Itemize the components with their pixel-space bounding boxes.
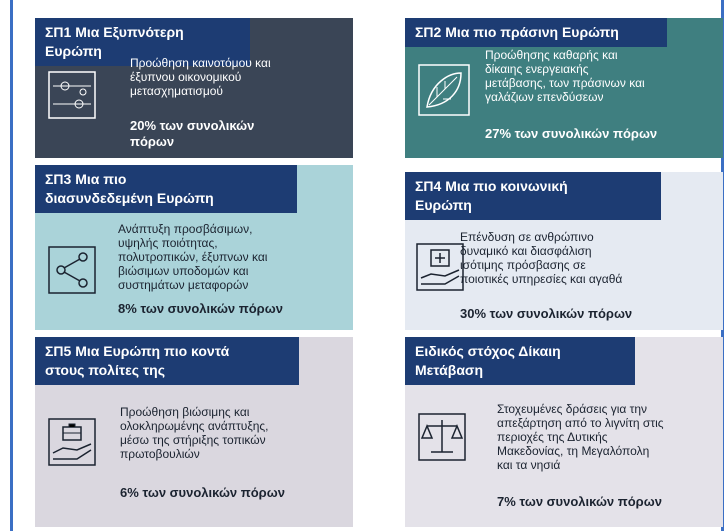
- description-line: ολοκληρωμένης ανάπτυξης,: [120, 419, 269, 433]
- share-line: 6% των συνολικών πόρων: [120, 485, 285, 500]
- description-line: ποιοτικές υπηρεσίες και αγαθά: [460, 272, 623, 286]
- icon: [416, 243, 464, 291]
- card-title: ΣΠ3 Μια πιο διασυνδεδεμένη Ευρώπη: [35, 165, 297, 213]
- title-line: ΣΠ4 Μια πιο κοινωνική: [415, 178, 568, 194]
- share: 6% των συνολικών πόρων: [120, 485, 285, 501]
- description-line: Προώθηση καινοτόμου και: [130, 56, 271, 70]
- description-line: συστημάτων μεταφορών: [118, 278, 249, 292]
- description-line: βιώσιμων υποδομών και: [118, 264, 249, 278]
- card: ΣΠ4 Μια πιο κοινωνική Ευρώπη Επένδυση σε α…: [405, 172, 723, 330]
- description-line: πρωτοβουλιών: [120, 447, 200, 461]
- card-title: Ειδικός στόχος Δίκαιη Μετάβαση: [405, 337, 635, 385]
- title-line: ΣΠ3 Μια πιο: [45, 171, 127, 187]
- description-line: υψηλής ποιότητας,: [118, 236, 218, 250]
- title-line: ΣΠ2 Μια πιο πράσινη Ευρώπη: [415, 24, 619, 40]
- share: 20% των συνολικών πόρων: [130, 118, 254, 150]
- share-line: 27% των συνολικών πόρων: [485, 126, 658, 141]
- description-line: έξυπνου οικονομικού: [130, 70, 242, 84]
- description-line: ισότιμης πρόσβασης σε: [460, 258, 586, 272]
- share-line: πόρων: [130, 134, 175, 149]
- description-line: γαλάζιων επενδύσεων: [485, 90, 604, 104]
- description-line: μετασχηματισμού: [130, 84, 223, 98]
- description-line: απεξάρτηση από το λιγνίτη στις: [497, 416, 664, 430]
- card: ΣΠ1 Μια Εξυπνότερη Ευρώπη Προώθηση καινοτ…: [35, 18, 353, 158]
- description-line: περιοχές της Δυτικής: [497, 430, 608, 444]
- description-line: Επένδυση σε ανθρώπινο: [460, 230, 594, 244]
- description: Επένδυση σε ανθρώπινο δυναμικό και διασφά…: [460, 230, 622, 286]
- share-line: 8% των συνολικών πόρων: [118, 301, 283, 316]
- share: 7% των συνολικών πόρων: [497, 494, 662, 510]
- icon: [48, 246, 96, 294]
- card: Ειδικός στόχος Δίκαιη Μετάβαση Στοχευμένες…: [405, 337, 723, 527]
- description-line: Προώθηση βιώσιμης και: [120, 405, 250, 419]
- description: Στοχευμένες δράσεις για την απεξάρτηση απ…: [497, 402, 664, 472]
- title-line: Μετάβαση: [415, 362, 484, 378]
- icon: [48, 418, 96, 466]
- share-line: 20% των συνολικών: [130, 118, 255, 133]
- description-line: μετάβασης, των πράσινων και: [485, 76, 645, 90]
- share: 8% των συνολικών πόρων: [118, 301, 283, 317]
- share-line: 30% των συνολικών πόρων: [460, 306, 633, 321]
- border: [10, 0, 13, 531]
- share: 27% των συνολικών πόρων: [485, 126, 657, 142]
- description: Προώθηση καινοτόμου και έξυπνου οικονομικ…: [130, 56, 271, 98]
- card: ΣΠ2 Μια πιο πράσινη Ευρώπη Προώθησης καθα…: [405, 18, 723, 158]
- description-line: Στοχευμένες δράσεις για την: [497, 402, 648, 416]
- description-line: Προώθησης καθαρής και: [485, 48, 618, 62]
- title-line: ΣΠ5 Μια Ευρώπη πιο κοντά: [45, 343, 230, 359]
- icon: [418, 413, 466, 461]
- title-line: στους πολίτες της: [45, 362, 166, 378]
- title-line: Ειδικός στόχος Δίκαιη: [415, 343, 561, 359]
- description-line: Ανάπτυξη προσβάσιμων,: [118, 222, 253, 236]
- card-title: ΣΠ1 Μια Εξυπνότερη Ευρώπη: [35, 18, 250, 66]
- description-line: δυναμικό και διασφάλιση: [460, 244, 592, 258]
- share-line: 7% των συνολικών πόρων: [497, 494, 662, 509]
- title-line: ΣΠ1 Μια Εξυπνότερη Ευρώπη: [45, 24, 184, 59]
- icon: [418, 64, 470, 116]
- description-line: και τα νησιά: [497, 458, 561, 472]
- card: ΣΠ3 Μια πιο διασυνδεδεμένη Ευρώπη Ανάπτυξη…: [35, 165, 353, 330]
- description: Προώθησης καθαρής και δίκαιης ενεργειακής…: [485, 48, 645, 104]
- icon: [48, 71, 96, 119]
- title-line: Ευρώπη: [415, 197, 472, 213]
- description-line: μέσω της στήριξης τοπικών: [120, 433, 266, 447]
- description-line: δίκαιης ενεργειακής: [485, 62, 589, 76]
- description-line: Μακεδονίας, τη Μεγαλόπολη: [497, 444, 650, 458]
- description: Ανάπτυξη προσβάσιμων, υψηλής ποιότητας, πο…: [118, 222, 267, 292]
- card-title: ΣΠ2 Μια πιο πράσινη Ευρώπη: [405, 18, 667, 47]
- card: ΣΠ5 Μια Ευρώπη πιο κοντά στους πολίτες τη…: [35, 337, 353, 527]
- card-title: ΣΠ5 Μια Ευρώπη πιο κοντά στους πολίτες τη…: [35, 337, 299, 385]
- share: 30% των συνολικών πόρων: [460, 306, 632, 322]
- description-line: πολυτροπικών, έξυπνων και: [118, 250, 268, 264]
- description: Προώθηση βιώσιμης και ολοκληρωμένης ανάπτ…: [120, 405, 268, 461]
- card-title: ΣΠ4 Μια πιο κοινωνική Ευρώπη: [405, 172, 661, 220]
- title-line: διασυνδεδεμένη Ευρώπη: [45, 190, 214, 206]
